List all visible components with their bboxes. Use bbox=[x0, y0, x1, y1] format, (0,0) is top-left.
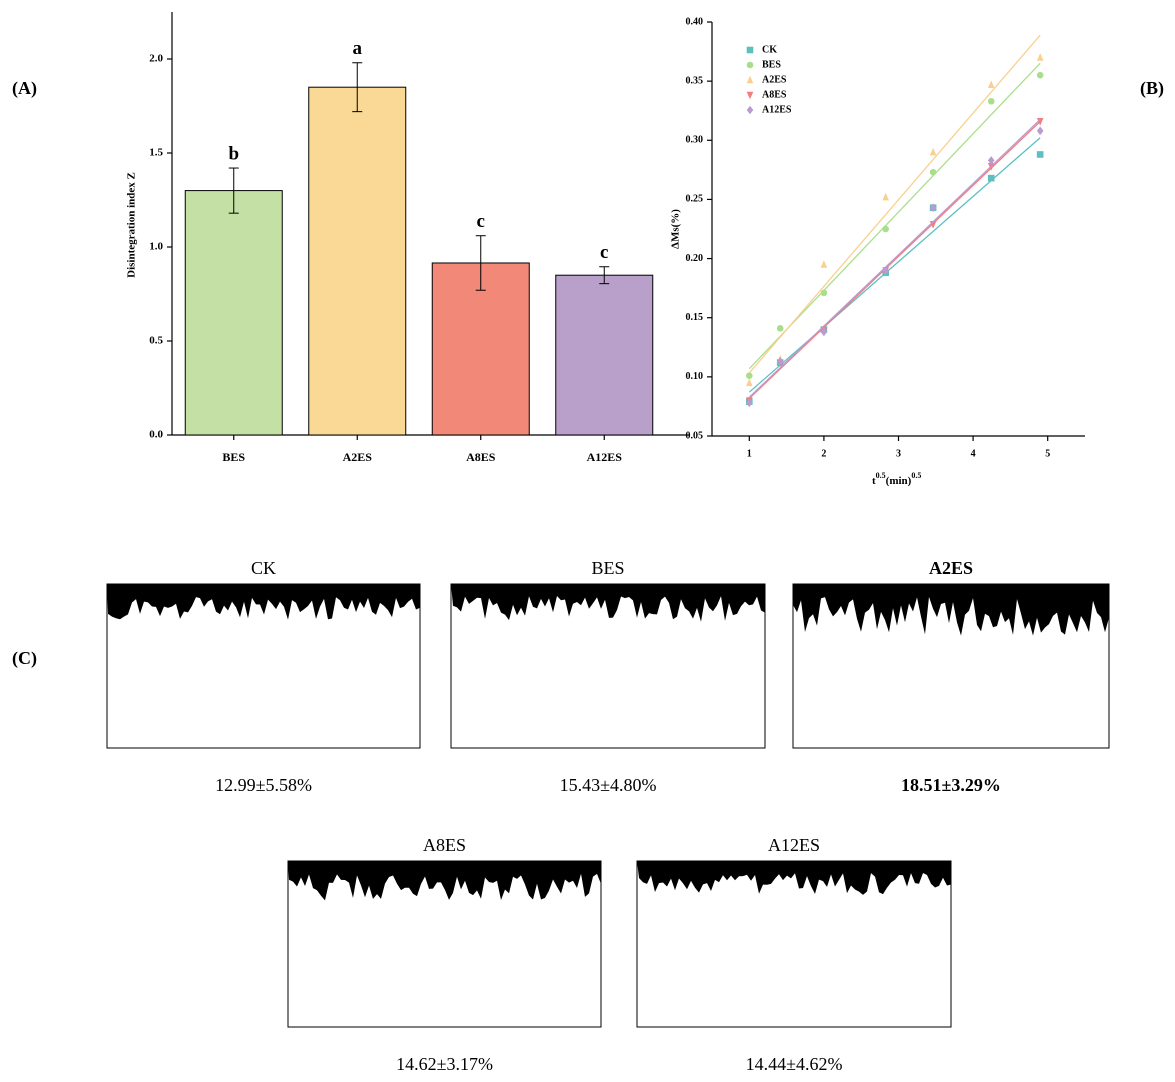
bar bbox=[309, 87, 406, 435]
point bbox=[988, 80, 995, 88]
legend-label: A12ES bbox=[762, 104, 792, 115]
image-title: A8ES bbox=[423, 835, 466, 855]
x-tick-label: 5 bbox=[1045, 448, 1050, 459]
x-tick-label: A12ES bbox=[587, 450, 623, 464]
point bbox=[1037, 53, 1044, 61]
image-frame bbox=[637, 861, 951, 1027]
image-title: A12ES bbox=[768, 835, 820, 855]
panel-label: (A) bbox=[12, 78, 37, 99]
legend-label: BES bbox=[762, 59, 781, 70]
fit-line bbox=[749, 120, 1040, 398]
point bbox=[746, 372, 753, 379]
point bbox=[988, 98, 995, 105]
point bbox=[821, 290, 828, 297]
y-tick-label: 0.30 bbox=[686, 135, 704, 146]
y-tick-label: 1.5 bbox=[149, 147, 163, 159]
image-value: 12.99±5.58% bbox=[215, 775, 312, 795]
point bbox=[988, 175, 995, 182]
y-axis-label: ΔMs(%) bbox=[670, 209, 682, 249]
x-tick-label: 2 bbox=[821, 448, 826, 459]
bar bbox=[185, 191, 282, 435]
fit-line bbox=[749, 138, 1040, 392]
image-value: 14.62±3.17% bbox=[396, 1054, 493, 1074]
y-tick-label: 0.25 bbox=[686, 194, 704, 205]
legend-marker bbox=[747, 47, 754, 54]
significance-letter: b bbox=[228, 143, 239, 164]
image-value: 18.51±3.29% bbox=[901, 775, 1001, 795]
fit-line bbox=[749, 121, 1040, 398]
x-tick-label: 1 bbox=[747, 448, 752, 459]
significance-letter: c bbox=[600, 242, 608, 263]
legend-marker bbox=[747, 76, 754, 84]
y-axis-label: Disintegration index Z bbox=[126, 172, 138, 278]
point bbox=[882, 193, 889, 201]
y-tick-label: 1.0 bbox=[149, 241, 163, 253]
point bbox=[1037, 127, 1044, 136]
x-tick-label: 3 bbox=[896, 448, 901, 459]
panel-label: (B) bbox=[1140, 78, 1164, 99]
y-tick-label: 0.10 bbox=[686, 371, 704, 382]
point bbox=[746, 378, 753, 386]
point bbox=[1037, 151, 1044, 158]
image-title: A2ES bbox=[929, 558, 973, 578]
image-title: BES bbox=[591, 558, 624, 578]
x-axis-label-part: 0.5 bbox=[876, 471, 886, 480]
image-value: 14.44±4.62% bbox=[746, 1054, 843, 1074]
point bbox=[882, 226, 889, 233]
image-title: CK bbox=[251, 558, 276, 578]
legend-marker bbox=[747, 106, 754, 115]
x-tick-label: A8ES bbox=[466, 450, 496, 464]
y-tick-label: 0.35 bbox=[686, 75, 704, 86]
legend-marker bbox=[747, 92, 754, 100]
bar bbox=[556, 275, 653, 435]
point bbox=[930, 148, 937, 156]
y-tick-label: 0.05 bbox=[686, 430, 704, 441]
point bbox=[1037, 72, 1044, 79]
panel-label: (C) bbox=[12, 648, 37, 669]
legend-marker bbox=[747, 62, 754, 69]
legend-label: CK bbox=[762, 44, 777, 55]
y-tick-label: 0.0 bbox=[149, 429, 163, 441]
significance-letter: a bbox=[353, 38, 363, 59]
y-tick-label: 2.0 bbox=[149, 53, 163, 65]
significance-letter: c bbox=[477, 211, 485, 232]
figure: (A) (B) (C) 0.0 0.5 1.0 1.5 2.0 Disintegratio… bbox=[0, 0, 1175, 1082]
x-tick-label: BES bbox=[222, 450, 245, 464]
legend-label: A8ES bbox=[762, 89, 787, 100]
y-tick-label: 0.15 bbox=[686, 312, 704, 323]
fit-line bbox=[749, 35, 1040, 373]
x-tick-label: 4 bbox=[971, 448, 976, 459]
x-axis-label-part: (min) bbox=[886, 475, 912, 487]
x-axis-label-part: 0.5 bbox=[911, 471, 921, 480]
legend-label: A2ES bbox=[762, 74, 787, 85]
x-axis-label: t0.5(min)0.5 bbox=[872, 471, 921, 487]
point bbox=[821, 260, 828, 268]
point bbox=[930, 169, 937, 176]
image-value: 15.43±4.80% bbox=[560, 775, 657, 795]
y-tick-label: 0.20 bbox=[686, 253, 704, 264]
y-tick-label: 0.40 bbox=[686, 16, 704, 27]
x-tick-label: A2ES bbox=[343, 450, 373, 464]
point bbox=[777, 325, 784, 332]
y-tick-label: 0.5 bbox=[149, 335, 163, 347]
